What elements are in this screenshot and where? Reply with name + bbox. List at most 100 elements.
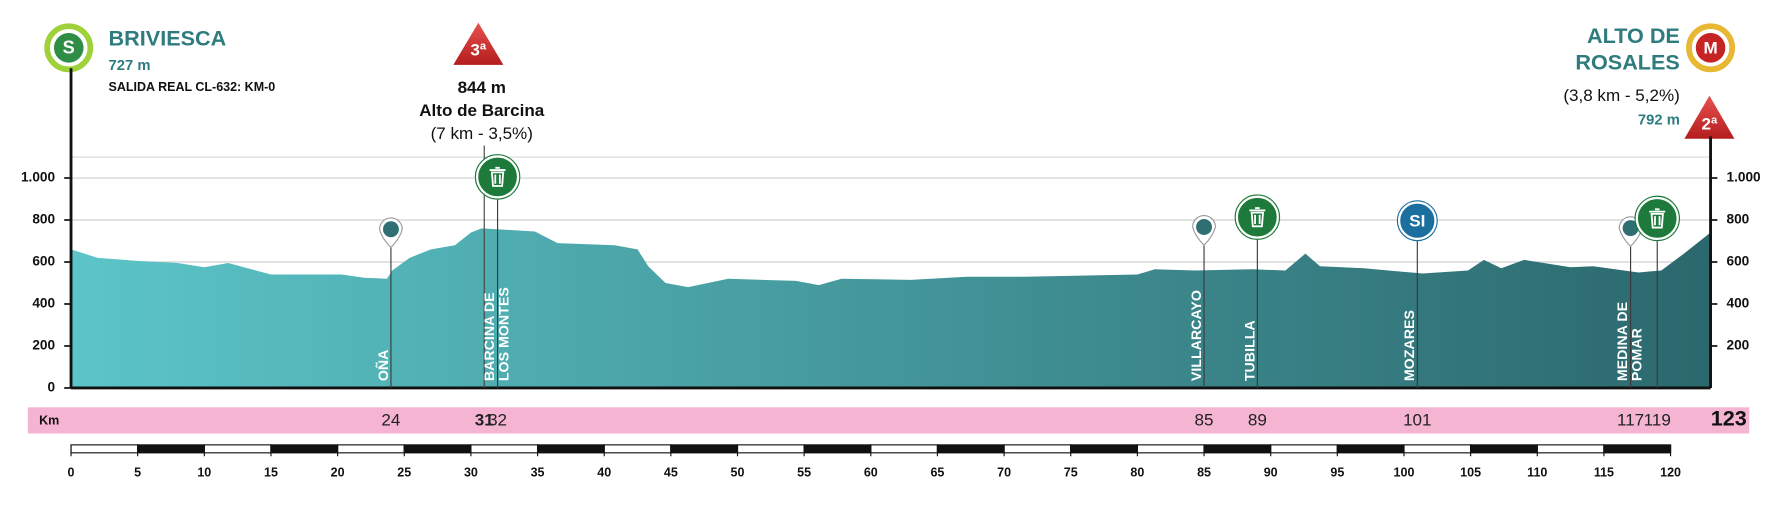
x-tick-label: 55 — [797, 466, 811, 480]
y-tick-label: 600 — [32, 254, 55, 269]
x-tick-label: 5 — [134, 466, 141, 480]
elevation-area — [71, 228, 1711, 388]
x-tick-label: 110 — [1527, 466, 1547, 480]
x-tick-label: 15 — [264, 466, 278, 480]
x-tick-label: 90 — [1264, 466, 1278, 480]
x-tick-label: 0 — [68, 466, 75, 480]
pin-dot — [1196, 219, 1213, 235]
pin-dot — [1622, 220, 1639, 237]
ruler-segment — [536, 444, 605, 454]
start-name: BRIVIESCA — [109, 26, 227, 51]
x-tick-label: 120 — [1660, 466, 1681, 480]
ruler-segment — [1403, 444, 1472, 454]
x-tick-label: 20 — [331, 466, 345, 480]
x-tick-label: 85 — [1197, 466, 1211, 480]
km-band — [27, 407, 1750, 434]
waypoint-label: POMAR — [1630, 328, 1646, 381]
waypoint-label: TUBILLA — [1242, 320, 1258, 381]
start-altitude: 727 m — [109, 58, 151, 74]
feed-ring — [1634, 195, 1680, 242]
waypoint-label: OÑA — [374, 350, 392, 382]
y2-tick-label: 200 — [1726, 338, 1749, 353]
km-label: 89 — [1248, 410, 1267, 429]
start-note: SALIDA REAL CL-632: KM-0 — [109, 80, 276, 94]
climb-altitude: 844 m — [458, 78, 506, 97]
climb-category: 3ª — [470, 41, 486, 60]
x-tick-label: 35 — [531, 466, 545, 480]
ruler-segment — [1136, 444, 1205, 454]
ruler-segment — [270, 444, 339, 454]
ruler-segment — [1470, 444, 1538, 454]
ruler-segment — [1003, 444, 1072, 454]
finish-category: 2ª — [1702, 115, 1718, 134]
ruler-segment — [1270, 444, 1338, 454]
y2-tick-label: 400 — [1726, 296, 1749, 311]
finish-badge-text: M — [1703, 38, 1717, 57]
feed-ring — [474, 154, 521, 200]
x-tick-label: 100 — [1394, 466, 1415, 480]
y-tick-label: 0 — [48, 380, 56, 395]
x-tick-label: 80 — [1130, 466, 1144, 480]
feed-icon — [1635, 196, 1679, 241]
x-tick-label: 60 — [864, 466, 878, 480]
waypoint-label: BARCINA DE — [482, 292, 498, 381]
x-tick-label: 75 — [1064, 466, 1078, 480]
x-tick-label: 45 — [664, 466, 678, 480]
x-tick-label: 40 — [597, 466, 611, 480]
ruler-segment — [1070, 444, 1138, 454]
km-label: 123 — [1711, 406, 1747, 431]
climb-name: Alto de Barcina — [419, 101, 545, 120]
ruler-segment — [137, 444, 205, 454]
ruler-segment — [936, 444, 1005, 454]
km-title: Km — [39, 413, 59, 427]
feed-icon — [1235, 195, 1279, 239]
km-label: 101 — [1403, 410, 1431, 429]
waypoint-label: VILLARCAYO — [1189, 290, 1205, 381]
feed-glyph — [1649, 208, 1666, 229]
ruler-segment — [670, 444, 739, 454]
x-tick-label: 105 — [1460, 466, 1481, 480]
start-badge — [53, 32, 84, 63]
ruler-segment — [337, 444, 405, 454]
start-badge-text: S — [63, 38, 75, 58]
x-tick-label: 30 — [464, 466, 478, 480]
y2-tick-label: 600 — [1726, 254, 1749, 269]
ruler-segment — [403, 444, 472, 454]
y-tick-label: 1.000 — [21, 170, 56, 185]
finish-altitude: 792 m — [1638, 113, 1680, 129]
y2-tick-label: 800 — [1726, 212, 1749, 227]
ruler-segment — [1536, 444, 1605, 454]
km-label: 32 — [488, 410, 507, 429]
ruler-segment — [736, 444, 805, 454]
ruler-segment — [1203, 444, 1272, 454]
waypoint-label: MEDINA DE — [1615, 302, 1631, 381]
x-tick-label: 70 — [997, 466, 1011, 480]
finish-badge — [1695, 32, 1726, 63]
feed-icon — [475, 155, 520, 199]
feed-ring — [1234, 194, 1281, 240]
km-label: 85 — [1195, 410, 1214, 429]
pin-dot — [382, 221, 399, 238]
y-tick-label: 200 — [32, 338, 55, 353]
x-tick-label: 65 — [930, 466, 944, 480]
sprint-ring — [1396, 200, 1438, 242]
finish-details: (3,8 km - 5,2%) — [1563, 86, 1680, 105]
finish-name: ROSALES — [1575, 49, 1679, 74]
ruler-segment — [470, 444, 539, 454]
feed-glyph — [489, 166, 506, 187]
ruler-segment — [1603, 444, 1672, 454]
waypoint-label: MOZARES — [1402, 310, 1418, 381]
x-tick-label: 95 — [1330, 466, 1344, 480]
ruler-segment — [203, 444, 272, 454]
feed-glyph — [1249, 207, 1266, 228]
finish-climb-badge — [1684, 95, 1735, 139]
x-tick-label: 115 — [1594, 466, 1614, 480]
km-label: 31 — [475, 410, 494, 429]
x-tick-label: 25 — [397, 466, 411, 480]
ruler-segment — [803, 444, 872, 454]
sprint-text: SI — [1409, 211, 1425, 230]
ruler-segment — [603, 444, 672, 454]
x-tick-label: 10 — [197, 466, 211, 480]
km-label: 117 — [1617, 410, 1644, 429]
